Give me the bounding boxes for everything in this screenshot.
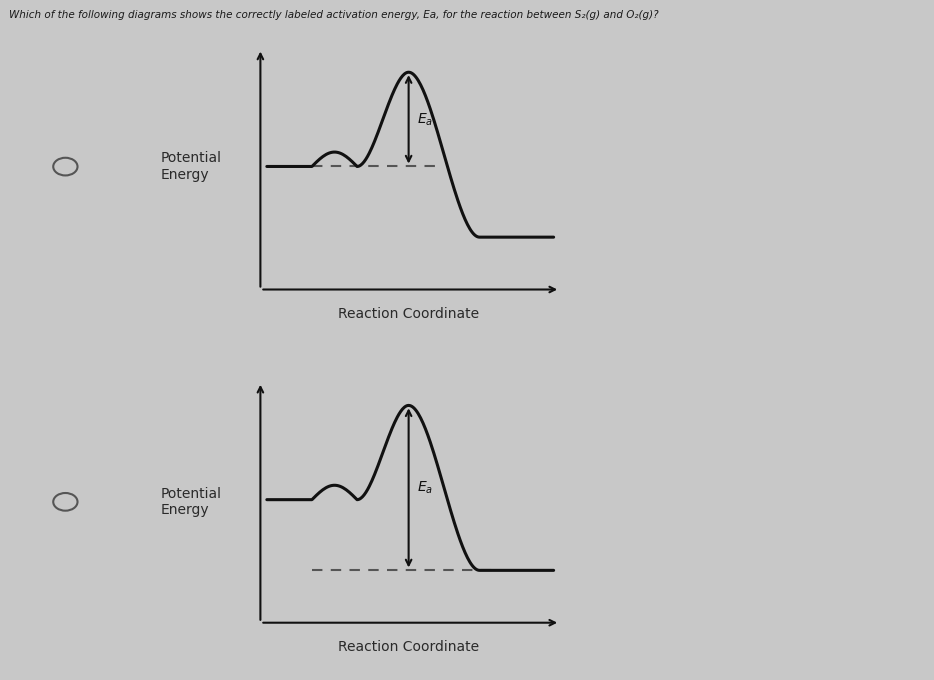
Text: $E_a$: $E_a$ — [417, 479, 432, 496]
Text: $E_a$: $E_a$ — [417, 111, 432, 128]
Text: Which of the following diagrams shows the correctly labeled activation energy, E: Which of the following diagrams shows th… — [9, 10, 659, 20]
Text: Potential
Energy: Potential Energy — [161, 487, 222, 517]
X-axis label: Reaction Coordinate: Reaction Coordinate — [338, 640, 479, 654]
X-axis label: Reaction Coordinate: Reaction Coordinate — [338, 307, 479, 321]
Text: Potential
Energy: Potential Energy — [161, 152, 222, 182]
